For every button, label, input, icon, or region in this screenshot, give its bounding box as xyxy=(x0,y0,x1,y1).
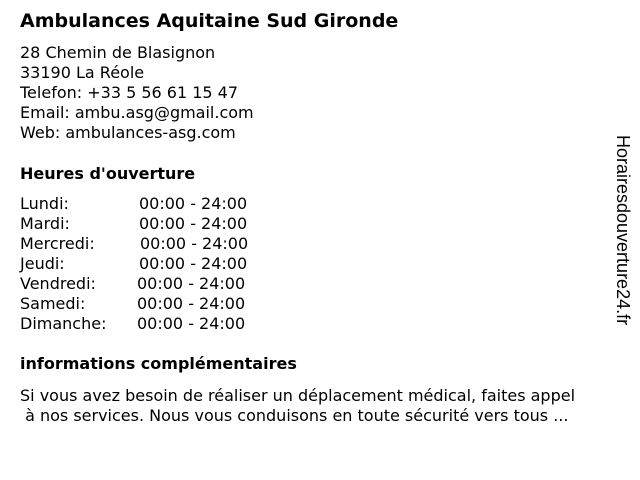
website: Web: ambulances-asg.com xyxy=(20,123,236,142)
time: 00:00 - 24:00 xyxy=(137,274,246,293)
hours-table: Lundi: 00:00 - 24:00 Mardi: 00:00 - 24:00 … xyxy=(20,194,248,334)
phone: Telefon: +33 5 56 61 15 47 xyxy=(20,83,239,102)
hours-row: Jeudi: 00:00 - 24:00 xyxy=(20,254,247,274)
watermark: Horairesdouverture24.fr xyxy=(613,135,633,326)
contact-info: 28 Chemin de Blasignon 33190 La Réole Te… xyxy=(20,43,254,143)
day: Lundi: xyxy=(20,194,69,213)
day: Samedi: xyxy=(20,294,86,313)
street-address: 28 Chemin de Blasignon xyxy=(20,43,216,62)
time: 00:00 - 24:00 xyxy=(139,214,248,233)
email: Email: ambu.asg@gmail.com xyxy=(20,103,254,122)
hours-row: Vendredi: 00:00 - 24:00 xyxy=(20,274,245,294)
time: 00:00 - 24:00 xyxy=(139,194,248,213)
hours-heading: Heures d'ouverture xyxy=(20,164,196,183)
hours-row: Dimanche: 00:00 - 24:00 xyxy=(20,314,245,334)
info-heading: informations complémentaires xyxy=(20,354,297,373)
city: 33190 La Réole xyxy=(20,63,145,82)
day: Dimanche: xyxy=(20,314,107,333)
time: 00:00 - 24:00 xyxy=(137,314,246,333)
time: 00:00 - 24:00 xyxy=(137,294,246,313)
day: Vendredi: xyxy=(20,274,96,293)
time: 00:00 - 24:00 xyxy=(139,254,248,273)
hours-row: Mardi: 00:00 - 24:00 xyxy=(20,214,247,234)
info-line: à nos services. Nous vous conduisons en … xyxy=(20,406,569,425)
business-name: Ambulances Aquitaine Sud Gironde xyxy=(20,10,399,32)
hours-row: Lundi: 00:00 - 24:00 xyxy=(20,194,247,214)
time: 00:00 - 24:00 xyxy=(140,234,249,253)
info-text: Si vous avez besoin de réaliser un dépla… xyxy=(20,386,575,426)
day: Mercredi: xyxy=(20,234,95,253)
hours-row: Samedi: 00:00 - 24:00 xyxy=(20,294,245,314)
hours-row: Mercredi: 00:00 - 24:00 xyxy=(20,234,248,254)
info-line: Si vous avez besoin de réaliser un dépla… xyxy=(20,386,576,405)
day: Jeudi: xyxy=(20,254,65,273)
day: Mardi: xyxy=(20,214,70,233)
